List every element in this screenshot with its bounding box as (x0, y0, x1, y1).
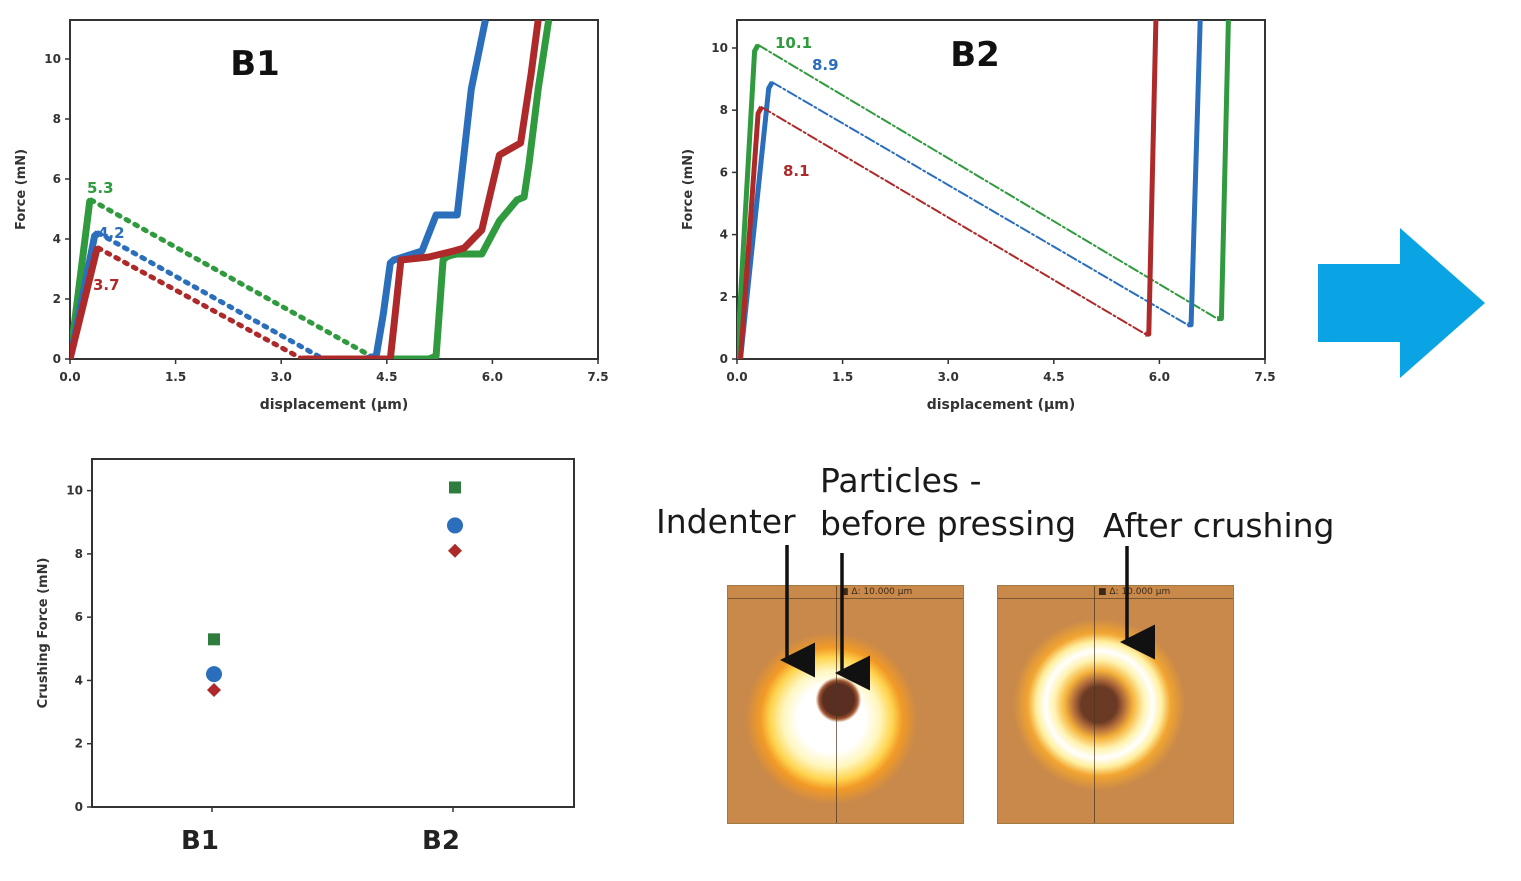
plot-frame (69, 19, 599, 360)
series-line (771, 81, 1189, 326)
y-tick-label: 4 (53, 232, 61, 246)
series-line (760, 106, 1147, 336)
data-point-square (208, 633, 220, 646)
x-category-label: B1 (181, 826, 219, 856)
data-point-circle (447, 517, 463, 534)
data-point-square (449, 481, 461, 494)
y-tick-label: 4 (720, 228, 728, 242)
x-axis-label: displacement (µm) (260, 397, 409, 413)
after-crushing-label: After crushing (1103, 506, 1335, 545)
y-tick-label: 10 (66, 484, 83, 498)
series-line (738, 80, 775, 359)
y-tick-label: 0 (75, 800, 83, 814)
crosshair-vertical (1094, 586, 1095, 823)
y-tick-label: 10 (711, 41, 728, 55)
x-tick-label: 3.0 (938, 370, 959, 384)
series-line (737, 43, 761, 359)
crosshair-horizontal (728, 598, 963, 599)
x-category-label: B2 (422, 826, 460, 856)
x-tick-label: 0.0 (726, 370, 747, 384)
particles-label-line1: Particles - (820, 461, 982, 500)
y-tick-label: 8 (53, 112, 61, 126)
y-tick-label: 2 (75, 737, 83, 751)
y-tick-label: 0 (53, 352, 61, 366)
peak-label: 8.1 (783, 162, 810, 180)
y-axis-label: Force (mN) (681, 149, 696, 230)
chart-b1: 0.0 1.5 3.0 4.5 6.0 7.5 0 2 4 6 8 10 displacement (µ… (14, 19, 609, 413)
peak-label: 3.7 (93, 276, 120, 294)
y-tick-label: 2 (53, 292, 61, 306)
x-tick-label: 7.5 (587, 370, 608, 384)
peak-label: 10.1 (775, 34, 812, 52)
chart-crushing-force: 0 2 4 6 8 10 B1 B2 Crushing Force (mN) (36, 458, 575, 856)
y-tick-label: 6 (720, 165, 728, 179)
y-tick-label: 10 (44, 52, 61, 66)
y-axis-label: Crushing Force (mN) (36, 558, 51, 709)
chart-title: B2 (950, 35, 1000, 75)
data-point-diamond (207, 682, 221, 697)
x-axis-label: displacement (µm) (927, 397, 1076, 413)
data-point-circle (206, 666, 222, 683)
y-tick-label: 0 (720, 352, 728, 366)
series-line (1145, 20, 1159, 337)
scale-text: ■ Δ: 10.000 µm (840, 587, 913, 597)
peak-label: 5.3 (87, 179, 114, 197)
series-line (1217, 20, 1231, 322)
photo-after-crushing: ■ Δ: 10.000 µm (997, 585, 1234, 824)
series-group (737, 20, 1231, 359)
series-line (302, 20, 542, 359)
particles-label-line2: before pressing (820, 504, 1077, 543)
x-tick-label: 1.5 (165, 370, 186, 384)
series-group (70, 20, 553, 359)
series-line (95, 230, 326, 359)
series-line (738, 105, 764, 359)
photo-before-pressing: ■ Δ: 10.000 µm (727, 585, 964, 824)
plot-frame (91, 458, 575, 808)
y-tick-label: 6 (75, 610, 83, 624)
y-tick-label: 8 (720, 103, 728, 117)
chart-title: B1 (230, 44, 280, 84)
x-tick-label: 3.0 (271, 370, 292, 384)
right-arrow-icon (1318, 228, 1485, 378)
indenter-label: Indenter (656, 502, 796, 541)
data-point-diamond (448, 543, 462, 558)
y-tick-label: 4 (75, 673, 83, 687)
peak-label: 8.9 (812, 56, 839, 74)
crosshair-vertical (836, 586, 837, 823)
series-line (376, 20, 553, 359)
y-tick-label: 6 (53, 172, 61, 186)
x-tick-label: 0.0 (59, 370, 80, 384)
y-tick-label: 2 (720, 290, 728, 304)
x-tick-label: 6.0 (1149, 370, 1170, 384)
peak-label: 4.2 (98, 224, 125, 242)
y-tick-label: 8 (75, 547, 83, 561)
x-tick-label: 7.5 (1254, 370, 1275, 384)
plot-frame (736, 19, 1266, 360)
series-line (95, 245, 305, 359)
y-axis-label: Force (mN) (14, 149, 29, 230)
series-line (757, 43, 1219, 320)
series-line (88, 197, 379, 359)
chart-b2: 0.0 1.5 3.0 4.5 6.0 7.5 0 2 4 6 8 10 displacement (µ… (681, 19, 1276, 413)
series-line (323, 20, 489, 359)
x-tick-label: 4.5 (1043, 370, 1064, 384)
scale-text: ■ Δ: 10.000 µm (1098, 587, 1171, 597)
series-line (1187, 20, 1203, 328)
crosshair-horizontal (998, 598, 1233, 599)
x-tick-label: 6.0 (482, 370, 503, 384)
x-tick-label: 4.5 (376, 370, 397, 384)
x-tick-label: 1.5 (832, 370, 853, 384)
